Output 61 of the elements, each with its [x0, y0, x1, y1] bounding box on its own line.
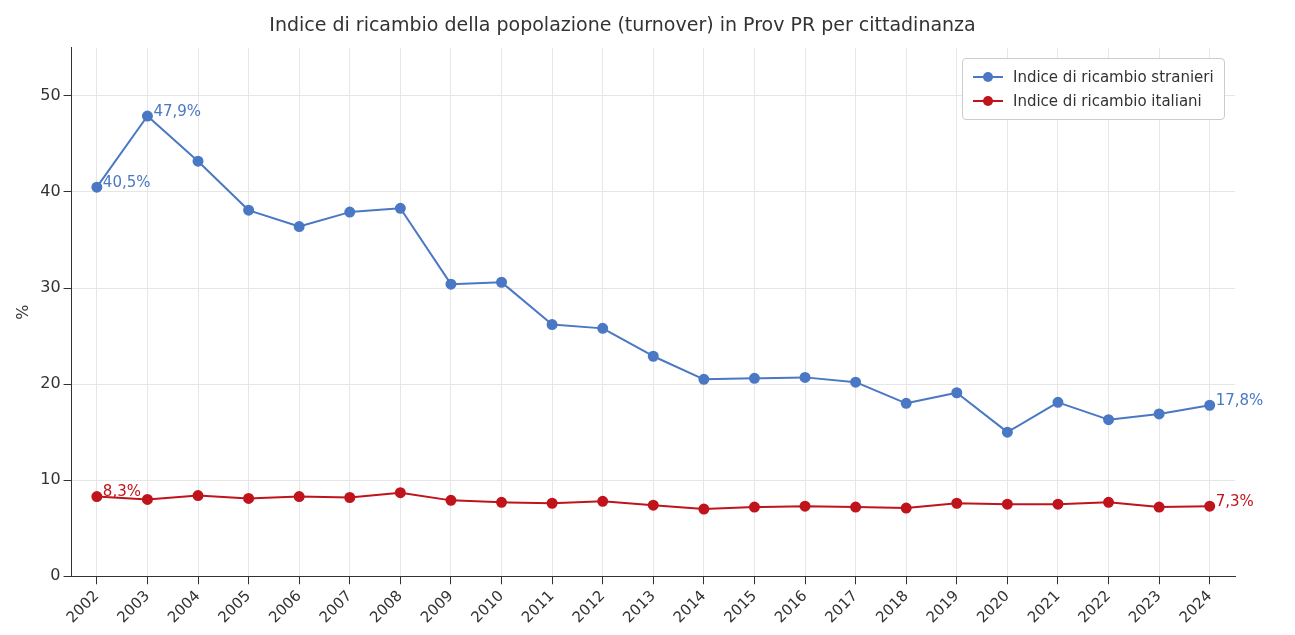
point [141, 493, 153, 505]
point [243, 204, 255, 216]
point [1001, 498, 1013, 510]
point [850, 501, 862, 513]
point [748, 501, 760, 513]
point [597, 495, 609, 507]
point [799, 371, 811, 383]
point [293, 221, 305, 233]
point [850, 376, 862, 388]
point [951, 497, 963, 509]
point [1153, 408, 1165, 420]
y-axis-title: % [12, 304, 32, 320]
point [496, 276, 508, 288]
point [1103, 414, 1115, 426]
data-label: 40,5% [102, 173, 151, 192]
y-tick-label: 20 [40, 373, 61, 393]
point [597, 322, 609, 334]
data-label: 8,3% [102, 482, 141, 501]
point [900, 502, 912, 514]
point [1204, 500, 1216, 512]
point [748, 372, 760, 384]
y-tick-label: 40 [40, 181, 61, 201]
point [546, 319, 558, 331]
point [496, 496, 508, 508]
y-tick-label: 10 [40, 469, 61, 489]
y-tick-label: 30 [40, 277, 61, 297]
point [192, 155, 204, 167]
data-label: 17,8% [1215, 391, 1264, 410]
point [647, 499, 659, 511]
point [647, 350, 659, 362]
point [1103, 496, 1115, 508]
point [344, 206, 356, 218]
point [1001, 426, 1013, 438]
point [698, 503, 710, 515]
point [141, 110, 153, 122]
point [445, 494, 457, 506]
legend-label: Indice di ricambio italiani [1013, 90, 1202, 112]
point [698, 373, 710, 385]
data-label: 7,3% [1215, 492, 1254, 511]
point [192, 490, 204, 502]
y-tick-label: 50 [40, 85, 61, 104]
point [1052, 396, 1064, 408]
point [799, 500, 811, 512]
point [91, 181, 103, 193]
chart-title: Indice di ricambio della popolazione (turnover) in Prov PR per cittadinanza [269, 13, 976, 36]
point [91, 491, 103, 503]
point [1153, 501, 1165, 513]
point [243, 492, 255, 504]
point [951, 387, 963, 399]
point [1052, 498, 1064, 510]
point [546, 497, 558, 509]
point [1204, 399, 1216, 411]
point [394, 487, 406, 499]
point [293, 491, 305, 503]
point [445, 278, 457, 290]
y-tick-label: 0 [50, 565, 61, 585]
data-label: 47,9% [153, 101, 202, 120]
point [394, 202, 406, 214]
point [344, 491, 356, 503]
legend-label: Indice di ricambio stranieri [1013, 66, 1214, 88]
point [900, 397, 912, 409]
